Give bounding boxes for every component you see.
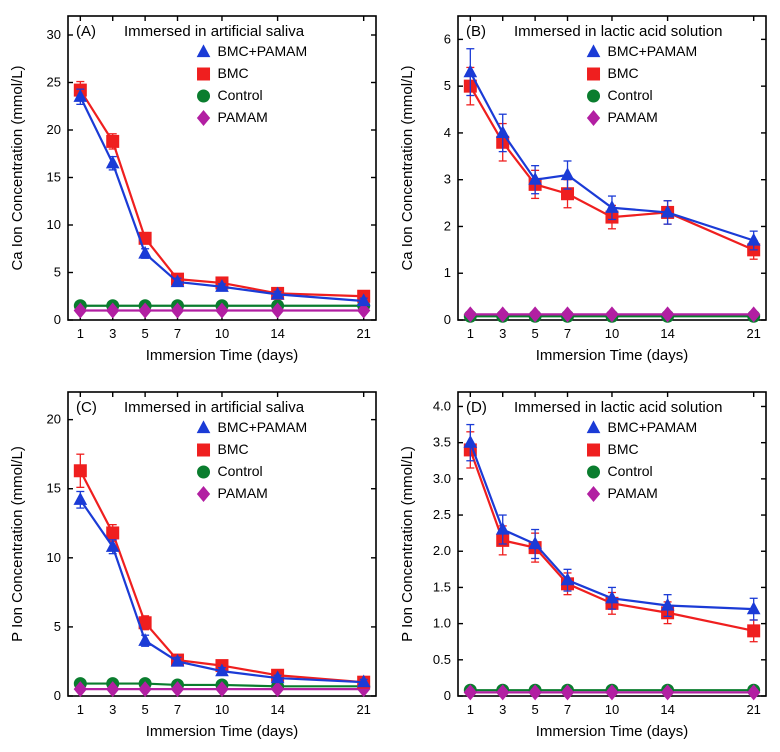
panel-tag: (B) bbox=[466, 23, 486, 40]
svg-text:14: 14 bbox=[270, 326, 284, 341]
panel-title: Immersed in artificial saliva bbox=[124, 399, 305, 416]
svg-text:5: 5 bbox=[142, 702, 149, 717]
svg-text:20: 20 bbox=[47, 122, 61, 137]
x-axis-label: Immersion Time (days) bbox=[536, 347, 689, 364]
svg-text:21: 21 bbox=[356, 702, 370, 717]
svg-text:0: 0 bbox=[444, 688, 451, 703]
svg-text:3: 3 bbox=[109, 326, 116, 341]
panel-B: 0 1 2 3 4 5 6 1 3 5 7 10 14 21 Immersion Time (days) Ca… bbox=[390, 0, 780, 376]
panel-C: 0 5 10 15 20 1 3 5 7 10 14 21 Immersion Time (days) P… bbox=[0, 376, 390, 752]
svg-text:PAMAM: PAMAM bbox=[218, 485, 268, 501]
svg-text:7: 7 bbox=[174, 326, 181, 341]
svg-text:0: 0 bbox=[54, 312, 61, 327]
svg-text:Control: Control bbox=[608, 87, 653, 103]
svg-text:BMC+PAMAM: BMC+PAMAM bbox=[608, 419, 698, 435]
svg-text:1.0: 1.0 bbox=[433, 616, 451, 631]
svg-text:5: 5 bbox=[532, 702, 539, 717]
svg-text:15: 15 bbox=[47, 481, 61, 496]
svg-text:3: 3 bbox=[109, 702, 116, 717]
chart-A: 0 5 10 15 20 25 30 1 3 5 7 10 14 21 Immersion Time (da… bbox=[0, 0, 390, 376]
svg-text:PAMAM: PAMAM bbox=[608, 109, 658, 125]
chart-D: 0 0.5 1.0 1.5 2.0 2.5 3.0 3.5 4.0 1 3 5 7 10 14 21 Immer… bbox=[390, 376, 780, 752]
svg-text:2: 2 bbox=[444, 218, 451, 233]
panel-D: 0 0.5 1.0 1.5 2.0 2.5 3.0 3.5 4.0 1 3 5 7 10 14 21 Immer… bbox=[390, 376, 780, 752]
x-axis-label: Immersion Time (days) bbox=[146, 347, 299, 364]
svg-text:3: 3 bbox=[499, 326, 506, 341]
panel-A: 0 5 10 15 20 25 30 1 3 5 7 10 14 21 Immersion Time (da… bbox=[0, 0, 390, 376]
svg-text:20: 20 bbox=[47, 412, 61, 427]
y-axis-label: P Ion Concentration (mmol/L) bbox=[9, 446, 26, 642]
svg-text:2.0: 2.0 bbox=[433, 543, 451, 558]
panel-title: Immersed in artificial saliva bbox=[124, 23, 305, 40]
svg-text:PAMAM: PAMAM bbox=[218, 109, 268, 125]
panel-tag: (D) bbox=[466, 399, 487, 416]
svg-text:5: 5 bbox=[444, 78, 451, 93]
panel-title: Immersed in lactic acid solution bbox=[514, 399, 722, 416]
svg-text:3.0: 3.0 bbox=[433, 471, 451, 486]
svg-text:14: 14 bbox=[270, 702, 284, 717]
svg-text:7: 7 bbox=[174, 702, 181, 717]
svg-text:BMC: BMC bbox=[218, 441, 249, 457]
y-axis-label: Ca Ion Concentration (mmol/L) bbox=[9, 65, 26, 270]
svg-text:Control: Control bbox=[608, 463, 653, 479]
svg-text:1.5: 1.5 bbox=[433, 579, 451, 594]
svg-text:3.5: 3.5 bbox=[433, 435, 451, 450]
svg-text:1: 1 bbox=[444, 265, 451, 280]
svg-text:10: 10 bbox=[47, 217, 61, 232]
svg-text:1: 1 bbox=[467, 326, 474, 341]
svg-text:PAMAM: PAMAM bbox=[608, 485, 658, 501]
svg-text:1: 1 bbox=[467, 702, 474, 717]
svg-text:1: 1 bbox=[77, 326, 84, 341]
x-axis-label: Immersion Time (days) bbox=[536, 723, 689, 740]
svg-text:10: 10 bbox=[215, 702, 229, 717]
svg-text:5: 5 bbox=[532, 326, 539, 341]
svg-text:10: 10 bbox=[215, 326, 229, 341]
svg-text:21: 21 bbox=[356, 326, 370, 341]
svg-text:BMC: BMC bbox=[608, 441, 639, 457]
svg-text:BMC+PAMAM: BMC+PAMAM bbox=[218, 419, 308, 435]
svg-text:21: 21 bbox=[746, 326, 760, 341]
svg-text:Control: Control bbox=[218, 463, 263, 479]
svg-text:BMC+PAMAM: BMC+PAMAM bbox=[218, 43, 308, 59]
panel-tag: (A) bbox=[76, 23, 96, 40]
svg-text:5: 5 bbox=[54, 265, 61, 280]
svg-text:14: 14 bbox=[660, 702, 674, 717]
svg-text:4: 4 bbox=[444, 125, 451, 140]
svg-text:3: 3 bbox=[499, 702, 506, 717]
svg-text:25: 25 bbox=[47, 75, 61, 90]
chart-C: 0 5 10 15 20 1 3 5 7 10 14 21 Immersion Time (days) P… bbox=[0, 376, 390, 752]
svg-text:14: 14 bbox=[660, 326, 674, 341]
y-axis-label: P Ion Concentration (mmol/L) bbox=[399, 446, 416, 642]
panel-title: Immersed in lactic acid solution bbox=[514, 23, 722, 40]
svg-text:7: 7 bbox=[564, 702, 571, 717]
svg-text:BMC: BMC bbox=[608, 65, 639, 81]
svg-text:0.5: 0.5 bbox=[433, 652, 451, 667]
chart-grid: 0510152025301357101421Immersion Time (da… bbox=[0, 0, 780, 752]
svg-text:30: 30 bbox=[47, 27, 61, 42]
svg-text:4.0: 4.0 bbox=[433, 398, 451, 413]
chart-B: 0 1 2 3 4 5 6 1 3 5 7 10 14 21 Immersion Time (days) Ca… bbox=[390, 0, 780, 376]
y-axis-label: Ca Ion Concentration (mmol/L) bbox=[399, 65, 416, 270]
svg-text:0: 0 bbox=[444, 312, 451, 327]
svg-text:5: 5 bbox=[142, 326, 149, 341]
svg-text:21: 21 bbox=[746, 702, 760, 717]
svg-text:BMC: BMC bbox=[218, 65, 249, 81]
svg-text:10: 10 bbox=[47, 550, 61, 565]
svg-text:2.5: 2.5 bbox=[433, 507, 451, 522]
x-axis-label: Immersion Time (days) bbox=[146, 723, 299, 740]
svg-text:0: 0 bbox=[54, 688, 61, 703]
svg-text:6: 6 bbox=[444, 31, 451, 46]
svg-text:BMC+PAMAM: BMC+PAMAM bbox=[608, 43, 698, 59]
svg-text:10: 10 bbox=[605, 702, 619, 717]
svg-text:10: 10 bbox=[605, 326, 619, 341]
svg-text:Control: Control bbox=[218, 87, 263, 103]
svg-text:7: 7 bbox=[564, 326, 571, 341]
svg-text:1: 1 bbox=[77, 702, 84, 717]
svg-text:5: 5 bbox=[54, 619, 61, 634]
svg-text:3: 3 bbox=[444, 172, 451, 187]
panel-tag: (C) bbox=[76, 399, 97, 416]
svg-text:15: 15 bbox=[47, 170, 61, 185]
